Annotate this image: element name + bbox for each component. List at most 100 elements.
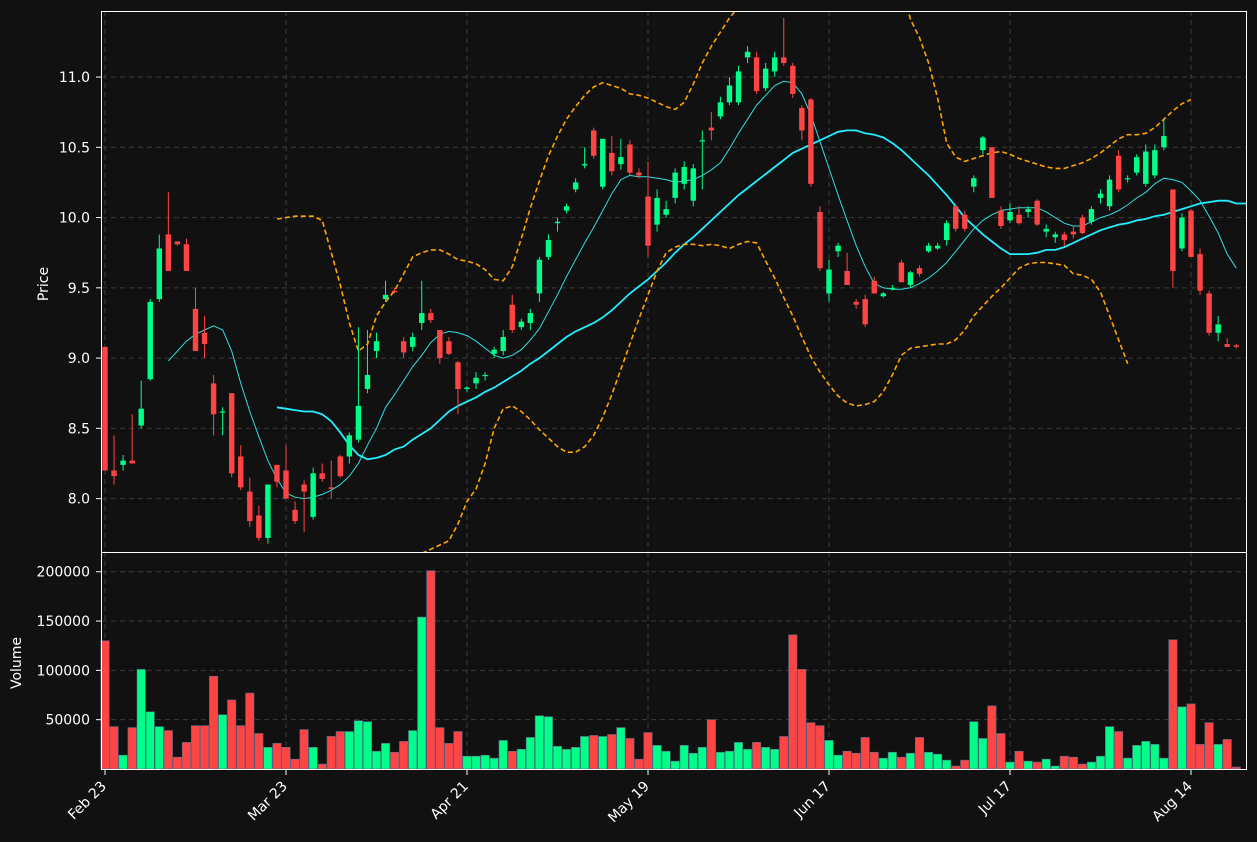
candle-body <box>464 387 470 389</box>
volume-bar <box>191 725 201 770</box>
candle-body <box>953 206 959 229</box>
candle-body <box>364 374 371 389</box>
candle-body <box>301 484 307 492</box>
candle-body <box>1179 217 1185 249</box>
volume-bar <box>362 721 372 770</box>
candle-body <box>111 470 117 477</box>
candle-body <box>102 346 108 471</box>
volume-bar <box>317 763 327 770</box>
candle-body <box>337 456 343 477</box>
volume-grid <box>102 552 1246 769</box>
volume-bar <box>552 746 562 770</box>
candle-body <box>1143 151 1149 184</box>
volume-axis-label: Volume <box>9 637 25 689</box>
volume-panel-frame <box>101 552 1247 770</box>
volume-bar <box>761 746 771 770</box>
candle-body <box>419 313 425 323</box>
volume-bar <box>1086 761 1096 770</box>
price-plot <box>102 11 1246 552</box>
candle-body <box>591 130 597 156</box>
candle-body <box>138 408 144 426</box>
volume-bar <box>136 669 146 770</box>
volume-bar <box>951 765 961 770</box>
volume-bar <box>706 719 716 770</box>
volume-bar <box>869 751 879 770</box>
volume-bar <box>408 730 418 770</box>
candle-body <box>898 262 905 283</box>
volume-bar <box>543 716 553 770</box>
volume-bar <box>978 738 988 770</box>
candle-body <box>473 377 479 384</box>
volume-bar <box>308 746 318 770</box>
candle-body <box>934 245 941 249</box>
volume-bar <box>1177 706 1187 770</box>
volume-tick-label: 200000 <box>37 565 90 581</box>
candle-body <box>201 332 208 345</box>
volume-bar <box>715 751 725 770</box>
candle-body <box>1088 209 1095 222</box>
volume-bar <box>227 699 237 770</box>
candle-body <box>210 383 217 415</box>
candle-body <box>781 57 787 63</box>
volume-bar <box>625 738 635 770</box>
candle-body <box>1124 178 1131 180</box>
candle-body <box>726 85 733 103</box>
volume-bar <box>942 759 952 770</box>
volume-bar <box>688 752 698 770</box>
candle-body <box>862 299 868 325</box>
volume-bar <box>1204 722 1214 770</box>
volume-bar <box>254 733 264 770</box>
candle-body <box>482 374 488 377</box>
candle-body <box>1016 214 1022 224</box>
volume-axis: 50000 100000 150000 200000 <box>37 565 101 729</box>
candle-body <box>1197 254 1203 291</box>
candle-body <box>355 405 362 440</box>
candle-body <box>129 460 135 464</box>
volume-bar <box>905 752 915 770</box>
candle-body <box>916 268 923 274</box>
volume-bar <box>462 755 472 770</box>
volume-bar <box>1186 703 1196 770</box>
candle-body <box>871 280 877 294</box>
candle-body <box>382 294 389 300</box>
volume-bar <box>417 616 427 770</box>
volume-bar <box>534 715 544 770</box>
volume-bar <box>697 746 707 770</box>
candle-body <box>446 341 452 354</box>
volume-bar <box>245 692 255 770</box>
candle-body <box>545 240 552 257</box>
volume-bar <box>281 746 291 770</box>
candle-body <box>174 241 181 245</box>
volume-bar <box>381 743 391 770</box>
candle-body <box>989 147 995 198</box>
candle-body <box>1152 150 1158 176</box>
volume-bar <box>733 742 743 770</box>
candle-body <box>799 107 805 131</box>
volume-bar <box>335 731 345 770</box>
candles <box>102 18 1239 544</box>
candle-body <box>500 337 506 352</box>
candle-body <box>219 411 226 413</box>
volume-bar <box>1114 731 1124 770</box>
candle-body <box>373 341 380 352</box>
candle-body <box>1215 324 1221 333</box>
bollinger-band-line <box>276 11 1192 353</box>
candle-body <box>581 164 588 166</box>
candle-body <box>971 178 977 187</box>
volume-bar <box>896 756 906 770</box>
candle-body <box>808 99 814 184</box>
volume-bar <box>326 736 336 770</box>
candle-body <box>853 301 859 305</box>
volume-bar <box>1141 741 1151 770</box>
volume-bar <box>507 750 517 770</box>
volume-bar <box>525 737 535 770</box>
candle-body <box>699 140 705 142</box>
candle-body <box>753 57 760 92</box>
volume-bar <box>1195 744 1205 770</box>
volume-bar <box>1014 750 1024 770</box>
volume-bar <box>145 711 155 770</box>
candle-body <box>192 308 199 352</box>
candle-body <box>672 172 678 198</box>
candle-body <box>346 435 353 457</box>
